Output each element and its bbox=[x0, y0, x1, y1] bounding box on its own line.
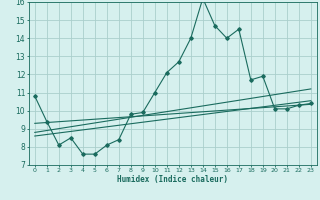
X-axis label: Humidex (Indice chaleur): Humidex (Indice chaleur) bbox=[117, 175, 228, 184]
